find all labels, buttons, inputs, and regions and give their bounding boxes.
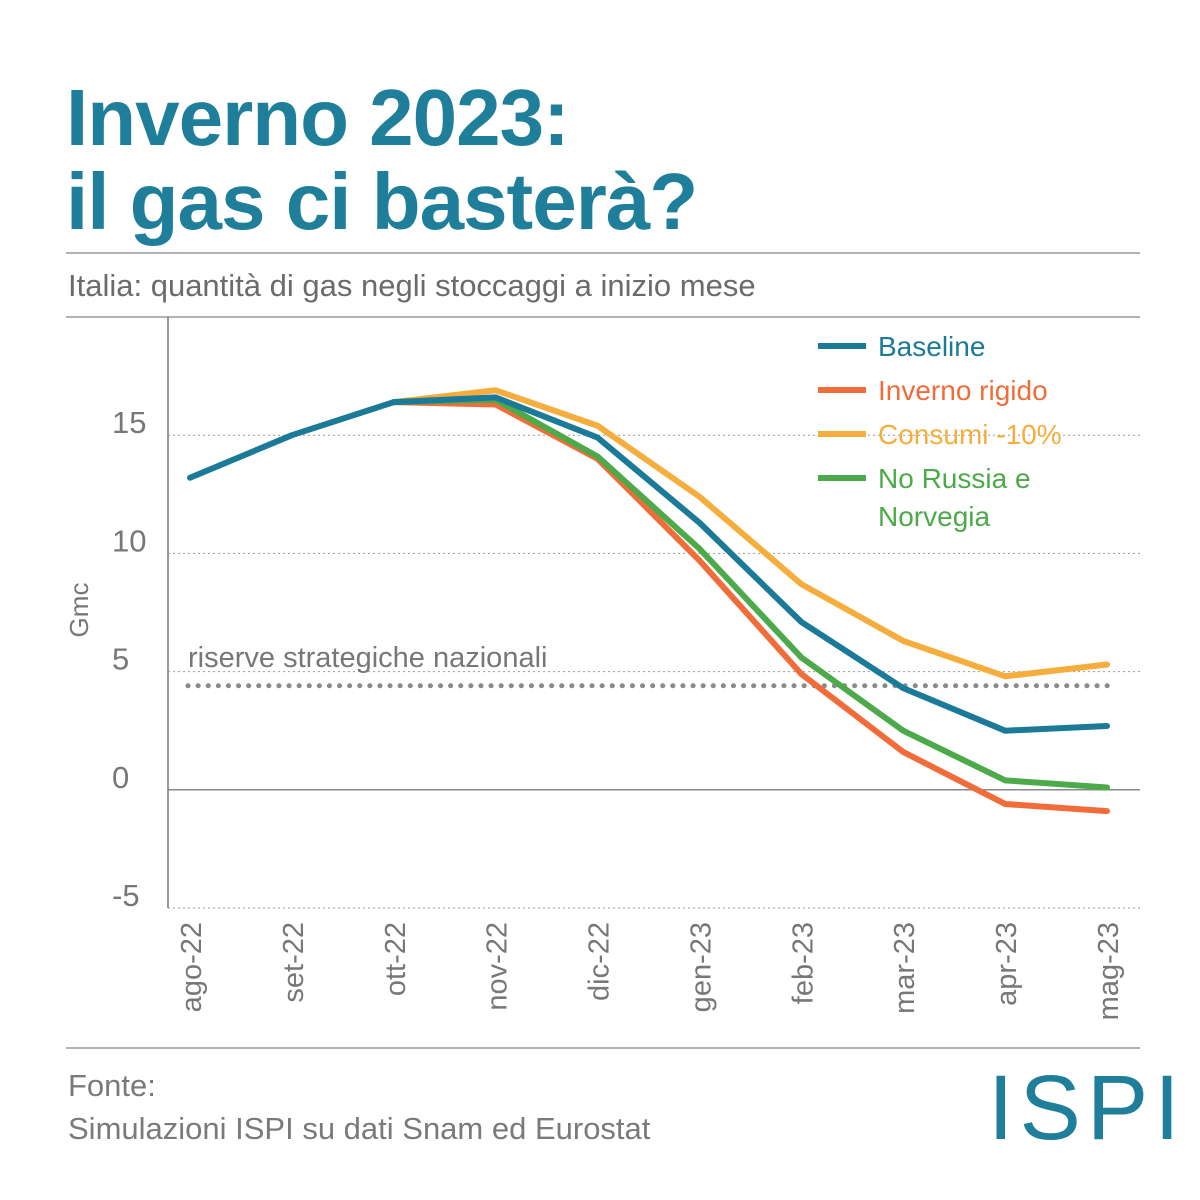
y-tick-label: 15 [112, 405, 146, 440]
series-line [187, 394, 1110, 734]
legend-swatch [818, 475, 866, 481]
reference-label: riserve strategiche nazionali [188, 642, 547, 674]
legend-label: No Russia e Norvegia [878, 463, 1031, 532]
x-tick-label: gen-23 [685, 922, 717, 1012]
y-tick-label: -5 [112, 878, 140, 913]
y-tick-label: 0 [112, 760, 129, 795]
legend-swatch [818, 387, 866, 393]
legend-label: Inverno rigido [878, 375, 1048, 406]
x-tick-label: nov-22 [482, 922, 514, 1011]
legend-item: Inverno rigido [818, 372, 1098, 410]
legend-item: No Russia e Norvegia [818, 460, 1098, 536]
title-line: Inverno 2023: [66, 73, 570, 162]
logo: ISPI [988, 1057, 1186, 1159]
legend-item: Baseline [818, 328, 1098, 366]
x-tick-label: dic-22 [584, 922, 616, 1001]
series-line [390, 387, 1110, 680]
x-tick-label: ott-22 [380, 922, 412, 996]
source: Fonte: [68, 1068, 156, 1103]
y-axis-label: Gmc [64, 583, 94, 638]
legend: Baseline Inverno rigido Consumi -10% No Rus… [818, 328, 1098, 542]
series-line [390, 396, 1110, 791]
legend-label: Baseline [878, 331, 986, 362]
legend-swatch [818, 431, 866, 437]
y-tick-label: 5 [112, 642, 129, 677]
y-tick-label: 10 [112, 523, 146, 558]
source: Simulazioni ISPI su dati Snam ed Eurosta… [68, 1111, 651, 1146]
legend-label: Consumi -10% [878, 419, 1062, 450]
x-tick-label: ago-22 [176, 922, 208, 1012]
subtitle: Italia: quantità di gas negli stoccaggi … [68, 268, 756, 303]
x-tick-label: mag-23 [1093, 922, 1125, 1020]
x-tick-label: set-22 [278, 922, 310, 1003]
x-tick-label: apr-23 [991, 922, 1023, 1006]
title-line: il gas ci basterà? [66, 157, 698, 246]
legend-item: Consumi -10% [818, 416, 1098, 454]
series-line [390, 399, 1110, 815]
x-tick-label: mar-23 [889, 922, 921, 1014]
x-tick-label: feb-23 [787, 922, 819, 1004]
legend-swatch [818, 343, 866, 349]
